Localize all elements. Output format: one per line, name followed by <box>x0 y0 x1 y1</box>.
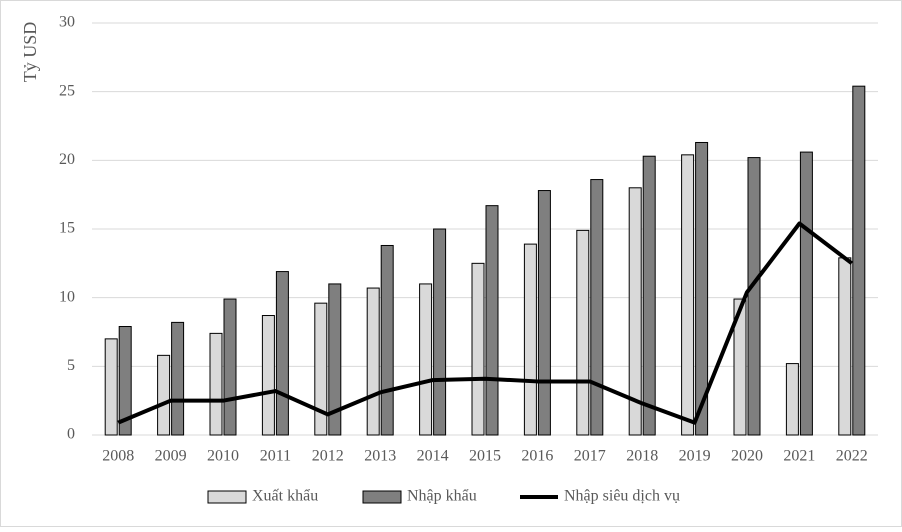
x-tick-label: 2017 <box>574 448 606 465</box>
legend-swatch <box>207 490 247 504</box>
y-tick-label: 0 <box>67 426 75 443</box>
bar <box>433 228 447 436</box>
bar <box>419 283 433 436</box>
bar <box>590 179 604 436</box>
x-tick-label: 2016 <box>521 448 553 465</box>
x-tick-label: 2015 <box>469 448 501 465</box>
x-tick-label: 2010 <box>207 448 239 465</box>
bar <box>209 332 223 436</box>
bar <box>157 354 171 436</box>
bar <box>785 363 799 436</box>
bar <box>104 338 118 436</box>
bar <box>118 326 132 436</box>
bar <box>733 298 747 436</box>
x-tick-label: 2021 <box>783 448 815 465</box>
x-tick-label: 2012 <box>312 448 344 465</box>
bar <box>747 157 761 436</box>
bar <box>380 244 394 436</box>
bar <box>485 205 499 436</box>
x-tick-label: 2013 <box>364 448 396 465</box>
y-tick-label: 15 <box>59 220 75 237</box>
bar <box>838 257 852 436</box>
bar <box>366 287 380 436</box>
bar <box>275 271 289 436</box>
y-tick-label: 25 <box>59 82 75 99</box>
y-axis-label: Tỷ USD <box>20 22 40 83</box>
legend-swatch <box>362 490 402 504</box>
bar <box>523 243 537 436</box>
bar <box>223 298 237 436</box>
y-tick-label: 20 <box>59 151 75 168</box>
x-tick-label: 2019 <box>679 448 711 465</box>
legend-label: Nhập siêu dịch vụ <box>564 488 680 505</box>
bar <box>171 321 185 436</box>
y-tick-label: 5 <box>67 357 75 374</box>
bar <box>642 155 656 436</box>
bar <box>695 141 709 436</box>
bar <box>628 187 642 436</box>
x-tick-label: 2020 <box>731 448 763 465</box>
bar <box>681 154 695 436</box>
bar <box>471 262 485 436</box>
x-tick-label: 2014 <box>417 448 449 465</box>
x-tick-label: 2018 <box>626 448 658 465</box>
legend-label: Nhập khẩu <box>407 488 477 505</box>
x-tick-label: 2011 <box>260 448 291 465</box>
x-tick-label: 2009 <box>155 448 187 465</box>
x-tick-label: 2022 <box>836 448 868 465</box>
legend-label: Xuất khẩu <box>252 488 318 505</box>
bar <box>799 151 813 436</box>
bar <box>852 85 866 436</box>
y-tick-label: 30 <box>59 14 75 31</box>
bar <box>314 302 328 436</box>
line <box>117 221 854 425</box>
bar <box>537 190 551 436</box>
bar <box>576 229 590 436</box>
bar <box>328 283 342 436</box>
x-tick-label: 2008 <box>102 448 134 465</box>
y-tick-label: 10 <box>59 288 75 305</box>
bar <box>261 315 275 436</box>
